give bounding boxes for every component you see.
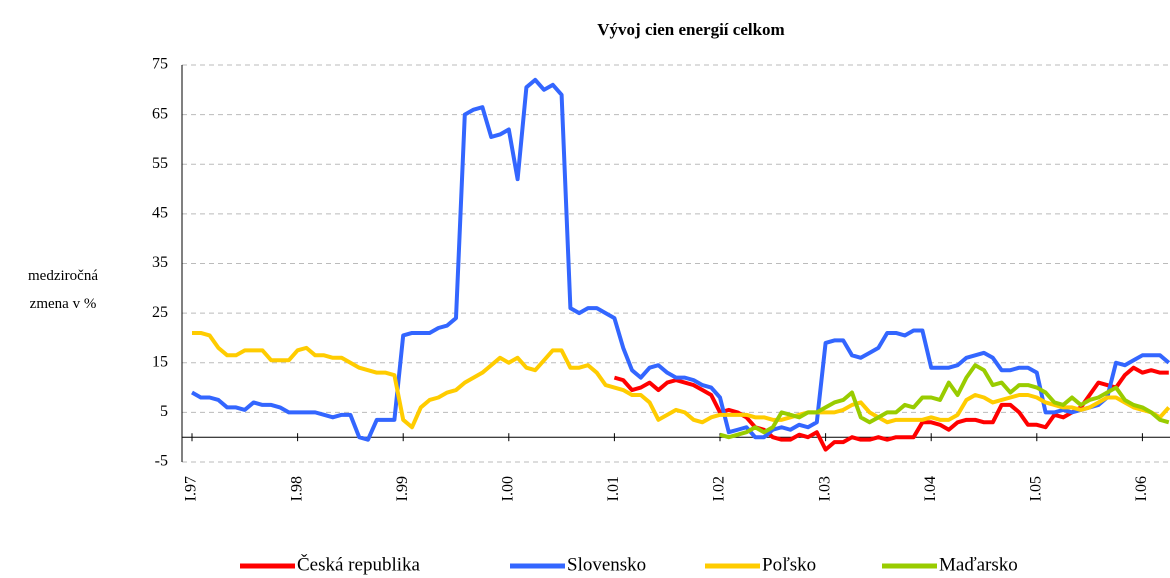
y-tick-label: 65 [152, 105, 168, 122]
y-tick-label: 25 [152, 304, 168, 321]
legend-label: Maďarsko [939, 554, 1018, 575]
x-tick-label: I.05 [1027, 476, 1044, 501]
y-tick-label: 15 [152, 353, 168, 370]
series-line [192, 330, 1170, 430]
x-tick-label: I.02 [711, 476, 728, 501]
x-tick-label: I.00 [499, 476, 516, 501]
series-line [191, 77, 1170, 442]
legend-label: Slovensko [567, 554, 646, 575]
y-tick-label: 5 [160, 403, 168, 420]
x-tick-label: I.06 [1133, 476, 1150, 501]
x-tick-label: I.97 [183, 476, 200, 501]
legend-label: Poľsko [762, 554, 816, 575]
y-tick-label: -5 [155, 453, 168, 470]
series-line [719, 363, 1170, 440]
y-tick-label: 75 [152, 56, 168, 73]
x-tick-label: I.03 [816, 476, 833, 501]
x-tick-label: I.01 [605, 476, 622, 501]
y-tick-label: 35 [152, 254, 168, 271]
legend-label: Česká republika [297, 553, 421, 575]
x-tick-label: I.99 [394, 476, 411, 501]
chart-title: Vývoj cien energií celkom [597, 20, 784, 39]
y-tick-label: 55 [152, 155, 168, 172]
x-tick-label: I.98 [288, 476, 305, 501]
y-tick-label: 45 [152, 205, 168, 222]
x-tick-label: I.04 [922, 476, 939, 501]
y-axis-label: medziročná zmena v % [28, 268, 98, 312]
